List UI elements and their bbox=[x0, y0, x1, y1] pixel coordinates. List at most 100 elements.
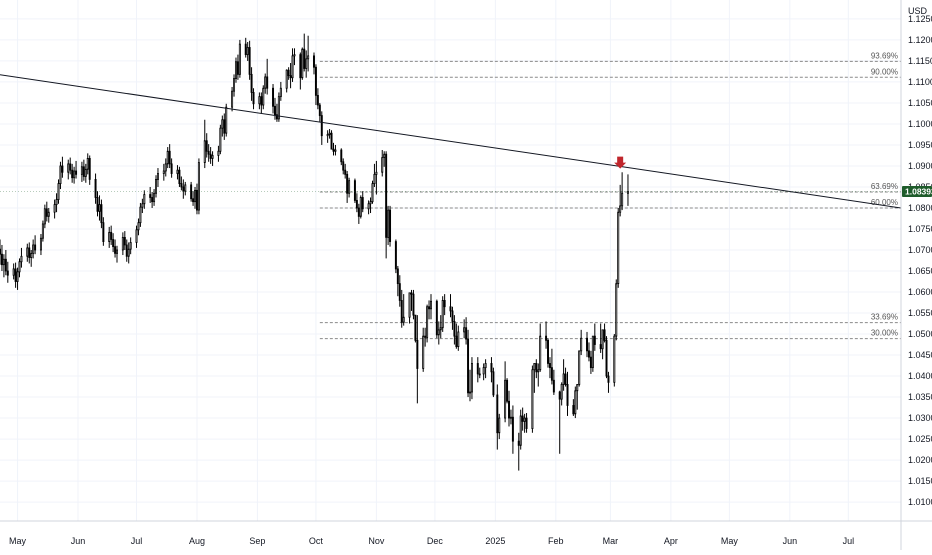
candle bbox=[591, 335, 594, 372]
candle-body bbox=[219, 127, 222, 152]
candle bbox=[221, 115, 224, 137]
candle-body bbox=[387, 209, 390, 238]
candle bbox=[566, 371, 569, 416]
candle bbox=[593, 323, 596, 351]
candle bbox=[572, 399, 575, 416]
candle-body bbox=[326, 134, 329, 137]
candle bbox=[396, 265, 399, 297]
y-tick-label: 1.12000 bbox=[908, 35, 932, 45]
candle bbox=[359, 195, 362, 219]
candle bbox=[151, 192, 154, 208]
candle-body bbox=[262, 87, 265, 106]
candle bbox=[525, 413, 528, 433]
candle bbox=[504, 361, 507, 423]
candle bbox=[314, 64, 317, 106]
candle-body bbox=[71, 169, 74, 179]
candle-body bbox=[129, 242, 132, 250]
candle-body bbox=[231, 90, 234, 108]
candle-body bbox=[348, 180, 351, 194]
candle bbox=[367, 200, 370, 215]
candle-body bbox=[470, 363, 473, 393]
candle-body bbox=[314, 66, 317, 96]
y-tick-label: 1.03500 bbox=[908, 392, 932, 402]
candle-body bbox=[205, 140, 208, 152]
candle-body bbox=[400, 300, 403, 323]
candle bbox=[334, 144, 337, 156]
candle-body bbox=[385, 153, 388, 238]
currency-label: USD bbox=[908, 6, 928, 16]
candle-body bbox=[223, 119, 226, 134]
candle bbox=[414, 314, 417, 343]
candle-body bbox=[496, 394, 499, 434]
candle bbox=[139, 202, 142, 227]
fib-level-label: 60.00% bbox=[871, 198, 898, 207]
candle-body bbox=[402, 316, 405, 323]
candle-body bbox=[45, 208, 48, 217]
candle bbox=[250, 67, 253, 101]
candle-body bbox=[121, 236, 124, 251]
candle bbox=[619, 184, 622, 217]
candle-body bbox=[564, 373, 567, 385]
candle-body bbox=[332, 148, 335, 152]
candle-body bbox=[137, 222, 140, 231]
candle bbox=[332, 142, 335, 156]
candle-body bbox=[20, 255, 23, 263]
candle-body bbox=[509, 416, 512, 419]
candle bbox=[16, 267, 19, 290]
candle-body bbox=[53, 204, 56, 213]
candle-body bbox=[476, 363, 479, 375]
candle bbox=[156, 168, 159, 187]
candle bbox=[143, 190, 146, 209]
candle-body bbox=[149, 194, 152, 198]
candle-body bbox=[539, 335, 542, 371]
candle-body bbox=[248, 47, 251, 75]
candle-body bbox=[552, 379, 555, 393]
x-tick-label: Oct bbox=[309, 536, 324, 546]
candle-body bbox=[451, 310, 454, 322]
candle-body bbox=[258, 96, 261, 105]
candle bbox=[422, 327, 425, 372]
candle bbox=[312, 52, 315, 75]
candle bbox=[305, 50, 308, 78]
candle bbox=[88, 155, 91, 185]
candle-body bbox=[6, 270, 9, 276]
candle-body bbox=[260, 96, 263, 106]
candle-body bbox=[162, 170, 165, 174]
fib-level-label: 33.69% bbox=[871, 313, 898, 322]
candle-body bbox=[435, 300, 438, 336]
candle bbox=[439, 315, 442, 339]
fib-level-label: 30.00% bbox=[871, 329, 898, 338]
candle-body bbox=[410, 292, 413, 295]
grid-layer bbox=[0, 0, 901, 521]
candle-body bbox=[285, 69, 288, 89]
candle-body bbox=[39, 237, 42, 251]
candle bbox=[135, 225, 138, 248]
candle-body bbox=[293, 54, 296, 57]
candle bbox=[547, 338, 549, 368]
x-tick-label: Mar bbox=[603, 536, 619, 546]
candle bbox=[562, 359, 565, 391]
candle-body bbox=[69, 163, 72, 171]
candle-body bbox=[250, 73, 253, 93]
candle-body bbox=[96, 197, 99, 212]
candle-body bbox=[412, 293, 415, 316]
candle bbox=[508, 390, 510, 427]
candle bbox=[548, 357, 551, 379]
candle-body bbox=[141, 203, 144, 208]
candle-body bbox=[110, 231, 113, 240]
candle bbox=[506, 378, 509, 404]
candle bbox=[149, 186, 152, 203]
candle-body bbox=[195, 189, 198, 211]
candle bbox=[112, 233, 115, 253]
candle-body bbox=[266, 76, 269, 89]
candle-body bbox=[383, 153, 386, 158]
candle bbox=[137, 218, 140, 236]
candle-body bbox=[533, 363, 536, 371]
candle-body bbox=[613, 335, 616, 383]
candle-body bbox=[531, 369, 534, 429]
y-tick-label: 1.03000 bbox=[908, 413, 932, 423]
candle-body bbox=[264, 76, 267, 89]
candle bbox=[102, 217, 105, 246]
candle bbox=[127, 242, 130, 264]
candle-body bbox=[535, 363, 538, 373]
